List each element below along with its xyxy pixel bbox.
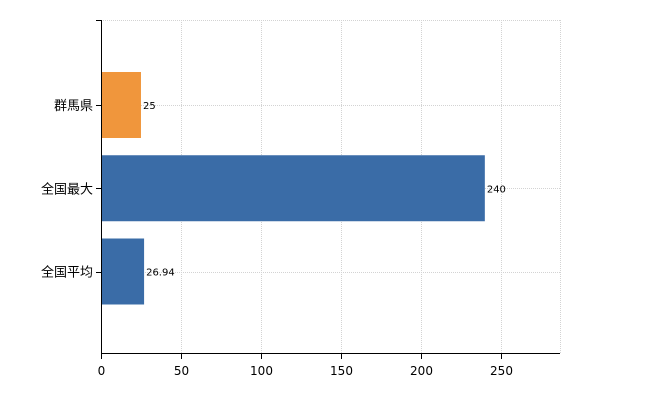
x-tick-label: 200 [410,364,433,378]
category-label: 群馬県 [54,99,93,114]
x-tick-label: 50 [174,364,189,378]
x-tick-label: 100 [250,364,273,378]
bar-1 [101,72,141,138]
data-label: 26.94 [146,268,175,279]
category-label: 全国平均 [41,265,93,281]
data-label: 25 [143,101,156,112]
data-label: 240 [487,184,506,195]
x-tick-label: 150 [330,364,353,378]
x-tick-label: 0 [98,364,106,378]
bar-2 [101,155,485,222]
category-label: 全国最大 [41,181,93,197]
x-tick-label: 250 [490,364,513,378]
bar-3 [101,238,145,305]
